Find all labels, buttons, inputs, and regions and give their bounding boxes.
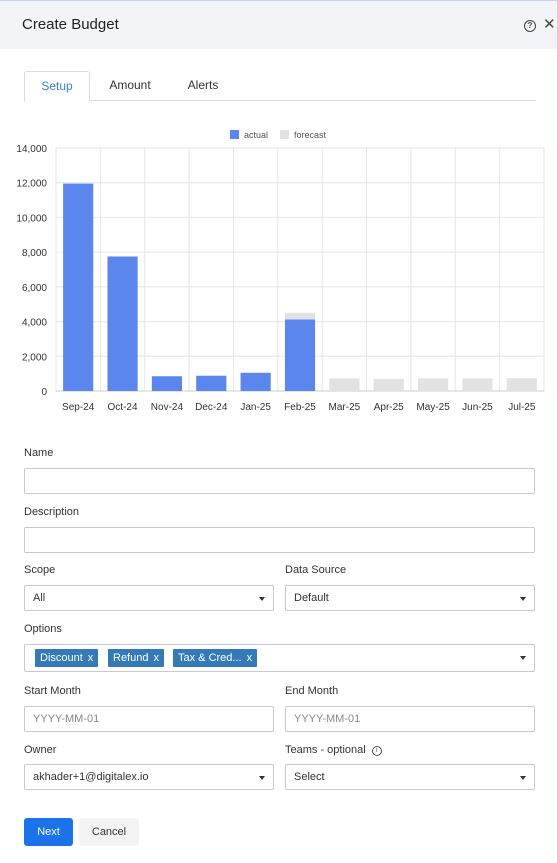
- bar-actual: [240, 372, 271, 391]
- tab-amount[interactable]: Amount: [109, 78, 151, 92]
- y-tick-label: 4,000: [22, 318, 47, 329]
- bar-actual: [284, 319, 316, 391]
- options-multiselect[interactable]: Discount x Refund x Tax & Cred... x: [24, 644, 535, 672]
- y-tick-label: 12,000: [16, 179, 47, 190]
- legend-swatch: [280, 130, 289, 139]
- name-label: Name: [24, 447, 54, 459]
- tab-setup[interactable]: Setup: [24, 71, 90, 102]
- caret-down-icon: [520, 776, 526, 780]
- data-source-select[interactable]: Default: [285, 585, 535, 611]
- bar-forecast: [506, 378, 537, 391]
- y-tick-label: 2,000: [22, 352, 47, 363]
- bar-chart-svg: 0 2,000 4,000 6,000 8,000 10,000 12,000 14,000 S…: [16, 130, 545, 413]
- caret-down-icon: [520, 597, 526, 601]
- next-button[interactable]: Next: [24, 818, 73, 846]
- cancel-button[interactable]: Cancel: [79, 818, 139, 846]
- tab-bar: Setup Amount Alerts: [24, 71, 536, 102]
- y-tick-label: 0: [41, 387, 47, 398]
- option-chip-discount: Discount x: [35, 649, 99, 667]
- x-tick-label: Dec-24: [195, 402, 228, 413]
- caret-down-icon: [259, 597, 265, 601]
- bar-actual: [151, 376, 182, 391]
- legend-label: actual: [244, 130, 268, 140]
- caret-down-icon: [259, 776, 265, 780]
- scope-select[interactable]: All: [24, 585, 274, 611]
- tab-alerts[interactable]: Alerts: [187, 78, 219, 92]
- scope-value: All: [33, 592, 46, 604]
- end-month-label: End Month: [285, 685, 339, 697]
- description-label: Description: [24, 506, 80, 518]
- x-tick-label: Jan-25: [240, 402, 271, 413]
- bar-actual: [196, 375, 227, 391]
- teams-select[interactable]: Select: [285, 764, 535, 790]
- chip-remove-icon[interactable]: x: [246, 652, 253, 664]
- option-chip-refund: Refund x: [108, 649, 164, 667]
- owner-label: Owner: [24, 744, 57, 756]
- x-tick-label: Mar-25: [329, 402, 361, 413]
- data-source-value: Default: [294, 592, 329, 604]
- chip-remove-icon[interactable]: x: [153, 652, 159, 664]
- budget-chart: 0 2,000 4,000 6,000 8,000 10,000 12,000 14,000 S…: [0, 121, 558, 421]
- description-input[interactable]: [24, 527, 535, 553]
- y-tick-label: 6,000: [22, 283, 47, 294]
- name-input[interactable]: [24, 468, 535, 494]
- x-tick-label: Sep-24: [62, 402, 95, 413]
- start-month-input[interactable]: YYYY-MM-01: [24, 706, 274, 732]
- caret-down-icon: [520, 656, 526, 660]
- dialog-title: Create Budget: [22, 16, 119, 33]
- options-label: Options: [24, 623, 62, 635]
- bar-forecast: [284, 312, 316, 320]
- data-source-label: Data Source: [285, 564, 347, 576]
- bar-forecast: [373, 378, 404, 391]
- scope-label: Scope: [24, 564, 56, 576]
- x-tick-label: Jun-25: [462, 402, 493, 413]
- x-tick-label: Nov-24: [151, 402, 184, 413]
- y-tick-label: 8,000: [22, 248, 47, 259]
- x-tick-label: May-25: [416, 402, 450, 413]
- bar-forecast: [462, 378, 493, 391]
- y-tick-label: 10,000: [16, 213, 47, 224]
- end-month-input[interactable]: YYYY-MM-01: [285, 706, 535, 732]
- dialog-header: Create Budget ? ✕: [0, 1, 557, 49]
- x-tick-label: Jul-25: [508, 402, 536, 413]
- close-icon[interactable]: ✕: [543, 16, 556, 33]
- owner-value: akhader+1@digitalex.io: [33, 771, 149, 783]
- question-circle-icon[interactable]: ?: [524, 20, 536, 32]
- x-tick-label: Oct-24: [108, 402, 138, 413]
- x-tick-label: Feb-25: [284, 402, 316, 413]
- bar-forecast: [329, 378, 360, 391]
- x-tick-label: Apr-25: [374, 402, 404, 413]
- bar-actual: [63, 183, 94, 391]
- start-month-label: Start Month: [24, 685, 81, 697]
- info-circle-icon[interactable]: i: [371, 746, 382, 756]
- legend-label: forecast: [294, 130, 327, 140]
- bar-actual: [107, 256, 138, 391]
- option-chip-tax-credit: Tax & Cred... x: [173, 649, 258, 667]
- legend-swatch: [230, 130, 239, 139]
- bar-forecast: [418, 378, 449, 391]
- owner-select[interactable]: akhader+1@digitalex.io: [24, 764, 274, 790]
- teams-label: Teams - optional i: [285, 744, 382, 756]
- y-tick-label: 14,000: [16, 144, 47, 155]
- teams-value: Select: [294, 771, 325, 783]
- chip-remove-icon[interactable]: x: [87, 652, 94, 664]
